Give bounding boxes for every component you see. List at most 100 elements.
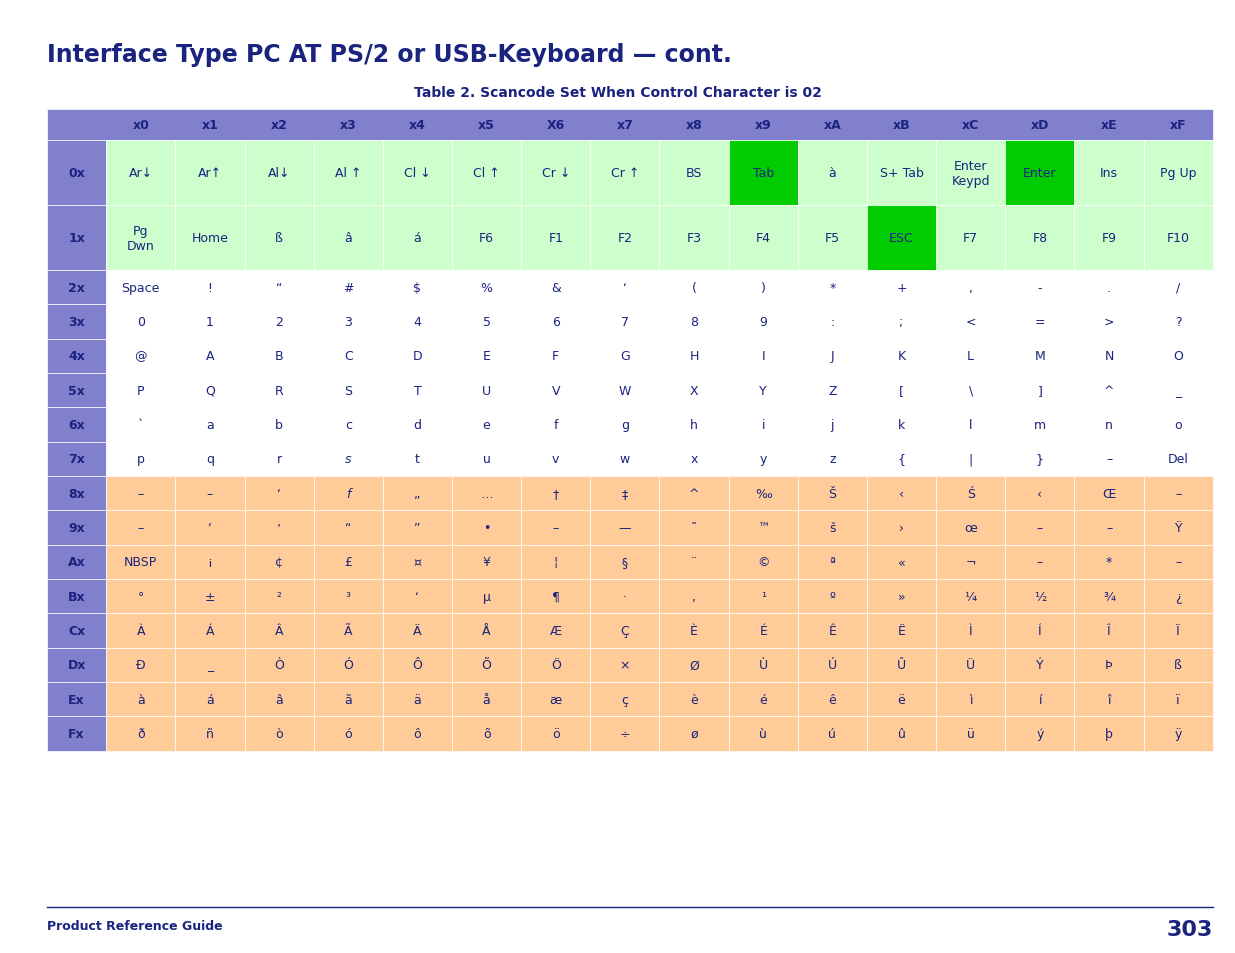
Text: @: @ [135, 350, 147, 363]
Text: –: – [1036, 556, 1044, 569]
Text: x1: x1 [201, 119, 219, 132]
Text: á: á [414, 232, 421, 245]
Text: M: M [1035, 350, 1045, 363]
Text: F2: F2 [618, 232, 632, 245]
Text: Ê: Ê [829, 624, 836, 638]
Text: º: º [830, 590, 835, 603]
Text: G: G [620, 350, 630, 363]
Text: J: J [831, 350, 834, 363]
Text: ¤: ¤ [414, 556, 421, 569]
Text: =: = [1035, 315, 1045, 329]
Text: ‰: ‰ [755, 487, 772, 500]
Text: X: X [690, 384, 698, 397]
Text: Õ: Õ [482, 659, 492, 672]
Text: ¢: ¢ [275, 556, 283, 569]
Text: ‘: ‘ [415, 590, 420, 603]
Text: À: À [137, 624, 144, 638]
Text: 1x: 1x [68, 232, 85, 245]
Text: ô: ô [414, 727, 421, 740]
Text: ™: ™ [757, 521, 769, 535]
Text: U: U [482, 384, 492, 397]
Text: 6x: 6x [68, 418, 85, 432]
Text: i: i [762, 418, 764, 432]
Text: ¡: ¡ [207, 556, 212, 569]
Text: Ç: Ç [620, 624, 630, 638]
Text: Ax: Ax [68, 556, 85, 569]
Text: 0x: 0x [68, 167, 85, 180]
Text: v: v [552, 453, 559, 466]
Text: xD: xD [1031, 119, 1049, 132]
Text: é: é [760, 693, 767, 706]
Text: g: g [621, 418, 629, 432]
Text: ’: ’ [277, 521, 282, 535]
Text: u: u [483, 453, 490, 466]
Text: 5: 5 [483, 315, 490, 329]
Text: F10: F10 [1167, 232, 1189, 245]
Text: 2: 2 [275, 315, 283, 329]
Text: F: F [552, 350, 559, 363]
Text: ï: ï [1177, 693, 1179, 706]
Text: ^: ^ [689, 487, 699, 500]
Text: Ins: Ins [1100, 167, 1118, 180]
Text: î: î [1108, 693, 1110, 706]
Text: §: § [621, 556, 629, 569]
Text: ò: ò [275, 727, 283, 740]
Text: f: f [346, 487, 351, 500]
Text: /: / [1176, 281, 1181, 294]
Text: ±: ± [205, 590, 215, 603]
Text: R: R [274, 384, 284, 397]
Text: Del: Del [1168, 453, 1188, 466]
Text: ç: ç [621, 693, 629, 706]
Text: Cr ↓: Cr ↓ [542, 167, 569, 180]
Text: x0: x0 [132, 119, 149, 132]
Text: „: „ [414, 487, 421, 500]
Text: –: – [552, 521, 559, 535]
Text: \: \ [968, 384, 973, 397]
Text: 7x: 7x [68, 453, 85, 466]
Text: ¼: ¼ [965, 590, 977, 603]
Text: 3: 3 [345, 315, 352, 329]
Text: Ö: Ö [551, 659, 561, 672]
Text: –: – [1174, 556, 1182, 569]
Text: –: – [1036, 521, 1044, 535]
Text: T: T [414, 384, 421, 397]
Text: Æ: Æ [550, 624, 562, 638]
Text: Enter
Keypd: Enter Keypd [951, 159, 990, 188]
Text: H: H [689, 350, 699, 363]
Text: ›: › [899, 521, 904, 535]
Text: K: K [898, 350, 905, 363]
Text: o: o [1174, 418, 1182, 432]
Text: á: á [206, 693, 214, 706]
Text: a: a [206, 418, 214, 432]
Text: Interface Type PC AT PS/2 or USB-Keyboard — cont.: Interface Type PC AT PS/2 or USB-Keyboar… [47, 43, 732, 67]
Text: N: N [1104, 350, 1114, 363]
Text: n: n [1105, 418, 1113, 432]
Text: °: ° [137, 590, 144, 603]
Text: X6: X6 [547, 119, 564, 132]
Text: F4: F4 [756, 232, 771, 245]
Text: 1: 1 [206, 315, 214, 329]
Text: P: P [137, 384, 144, 397]
Text: †: † [552, 487, 559, 500]
Text: 4: 4 [414, 315, 421, 329]
Text: –: – [137, 521, 144, 535]
Text: x8: x8 [685, 119, 703, 132]
Text: (: ( [692, 281, 697, 294]
Text: w: w [620, 453, 630, 466]
Text: ˜: ˜ [690, 521, 698, 535]
Text: ¾: ¾ [1103, 590, 1115, 603]
Text: —: — [619, 521, 631, 535]
Text: Pg
Dwn: Pg Dwn [127, 224, 154, 253]
Text: û: û [898, 727, 905, 740]
Text: Space: Space [121, 281, 161, 294]
Text: ú: ú [829, 727, 836, 740]
Text: {: { [898, 453, 905, 466]
Text: _: _ [1174, 384, 1182, 397]
Text: µ: µ [483, 590, 490, 603]
Text: :: : [830, 315, 835, 329]
Text: ‹: ‹ [899, 487, 904, 500]
Text: Cr ↑: Cr ↑ [611, 167, 638, 180]
Text: ä: ä [414, 693, 421, 706]
Text: A: A [206, 350, 214, 363]
Text: B: B [275, 350, 283, 363]
